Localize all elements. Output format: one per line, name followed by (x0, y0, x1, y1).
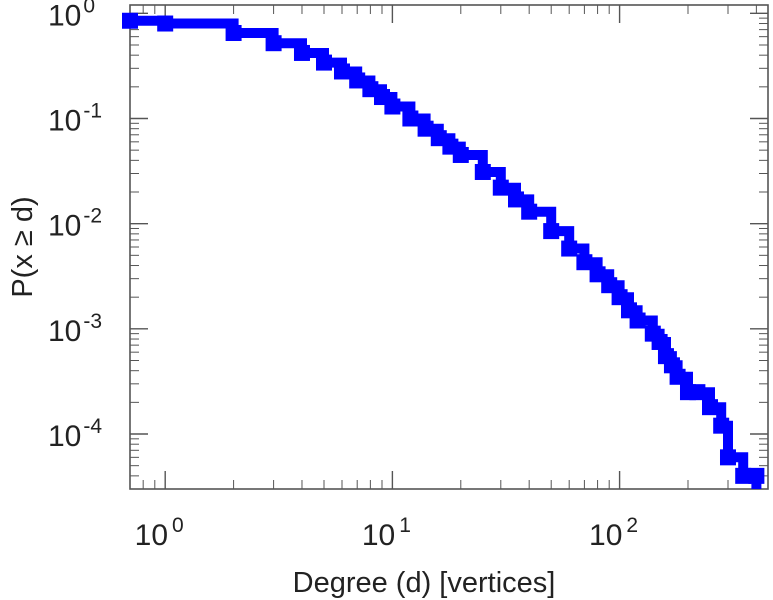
data-point (689, 384, 706, 401)
y-tick-label: 10-1 (48, 99, 102, 137)
data-point (651, 333, 668, 350)
data-point (561, 240, 578, 257)
data-point (452, 146, 469, 163)
data-point (719, 449, 736, 466)
data-point (521, 203, 538, 220)
data-point (417, 120, 434, 137)
data-point (492, 179, 509, 196)
data-point (735, 467, 752, 484)
data-point (157, 15, 174, 32)
major-ticks (130, 5, 768, 489)
series-layer (122, 12, 765, 489)
data-point (629, 312, 646, 329)
y-axis-label: P(x ≥ d) (7, 196, 39, 297)
data-point (333, 63, 350, 80)
data-point (576, 254, 593, 271)
x-tick-labels: 10 0 10 1 10 2 (135, 514, 638, 552)
data-point (611, 289, 628, 306)
y-tick-labels: 100 10-1 10-2 10-3 10-4 (48, 0, 102, 453)
data-point (384, 98, 401, 115)
x-tick-label: 10 0 (135, 514, 184, 552)
data-point (543, 223, 560, 240)
data-point (748, 467, 765, 484)
minor-ticks (129, 5, 768, 490)
data-point (402, 110, 419, 127)
series-line (130, 15, 762, 489)
data-point (293, 44, 310, 61)
data-point (702, 399, 719, 416)
data-point (669, 368, 686, 385)
data-point (713, 417, 730, 434)
data-point (225, 25, 242, 42)
data-point (474, 163, 491, 180)
plot-frame (129, 4, 769, 490)
data-point (265, 35, 282, 52)
data-point (508, 191, 525, 208)
y-tick-label: 10-2 (48, 205, 102, 243)
x-axis-label: Degree (d) [vertices] (293, 567, 556, 599)
x-tick-label: 10 1 (362, 514, 411, 552)
y-tick-label: 100 (48, 0, 95, 32)
y-tick-label: 10-4 (48, 415, 102, 453)
data-point (122, 12, 138, 29)
data-point (349, 72, 366, 89)
y-tick-label: 10-3 (48, 310, 102, 348)
data-point (315, 54, 332, 71)
x-tick-label: 10 2 (589, 514, 638, 552)
